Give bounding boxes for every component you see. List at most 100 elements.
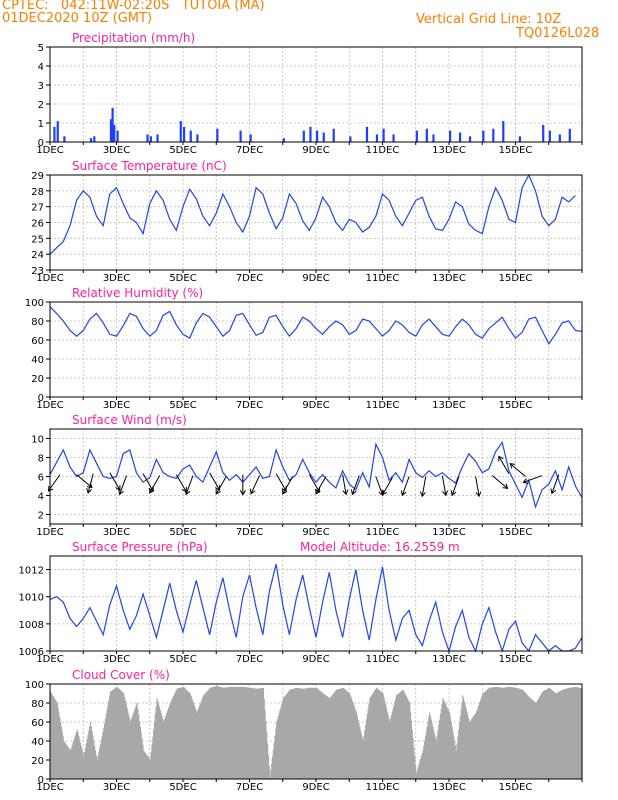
panel-1-ytick-label: 2 [38, 100, 44, 111]
cloud-cover-bar [172, 697, 174, 779]
cloud-cover-bar [208, 688, 210, 779]
cloud-cover-bar [202, 697, 204, 779]
cloud-cover-bar [254, 688, 256, 779]
wind-arrow [87, 473, 94, 494]
cloud-cover-bar [261, 688, 263, 779]
cloud-cover-bar [92, 736, 94, 779]
cloud-cover-bar [422, 750, 424, 779]
cloud-cover-bar [533, 701, 536, 779]
wind-arrow-head [350, 489, 357, 496]
cloud-cover-bar [143, 751, 146, 779]
cloud-cover-bar [536, 701, 538, 779]
cloud-cover-bar [232, 686, 235, 779]
cloud-cover-bar [391, 712, 393, 779]
cloud-cover-bar [168, 707, 170, 779]
cloud-cover-bar [560, 690, 562, 779]
cloud-cover-bar [464, 705, 467, 779]
cloud-cover-bar [425, 731, 427, 779]
cloud-cover-bar [221, 687, 223, 779]
wind-arrow-head [381, 489, 388, 496]
panel-3-ytick-label: 0 [38, 393, 44, 404]
precip-bar [518, 136, 522, 142]
cloud-cover-bar [266, 743, 269, 779]
cloud-cover-bar [200, 701, 202, 779]
cloud-cover-bar [150, 752, 152, 779]
wind-arrow-head [509, 463, 516, 469]
cloud-cover-bar [535, 703, 537, 779]
cloud-cover-bar [358, 723, 360, 779]
cloud-cover-bar [66, 745, 68, 779]
cloud-cover-bar [94, 745, 96, 779]
cloud-cover-bar [459, 716, 462, 779]
cloud-cover-bar [417, 767, 419, 779]
cloud-cover-bar [545, 689, 547, 779]
wind-arrow-head [215, 488, 221, 495]
cloud-cover-bar [293, 688, 295, 779]
cloud-cover-bar [381, 692, 383, 779]
cloud-cover-bar [360, 733, 363, 779]
cloud-cover-bar [360, 730, 362, 779]
panel-4-xtick-label: 1DEC [36, 527, 63, 538]
cloud-cover-bar [579, 688, 581, 779]
cloud-cover-bar [83, 756, 85, 779]
cloud-cover-bar [460, 709, 462, 779]
cloud-cover-bar [565, 688, 567, 779]
cloud-cover-bar [483, 692, 485, 779]
cloud-cover-bar [473, 714, 476, 779]
cloud-cover-bar [473, 716, 475, 779]
cloud-cover-bar [467, 715, 469, 779]
cloud-cover-bar [394, 698, 397, 779]
cloud-cover-bar [408, 701, 410, 779]
wind-arrow [76, 474, 93, 488]
cloud-cover-bar [135, 705, 137, 779]
cloud-cover-bar [511, 687, 513, 779]
cloud-cover-bar [331, 695, 334, 779]
cloud-cover-bar [246, 687, 248, 779]
cloud-cover-bar [118, 689, 121, 779]
cloud-cover-bar [353, 705, 355, 779]
panel-1-xtick-label: 3DEC [103, 145, 130, 156]
precip-bar [468, 136, 472, 142]
cloud-cover-bar [201, 699, 203, 779]
cloud-cover-bar [257, 688, 260, 779]
wind-arrow [475, 476, 480, 497]
cloud-cover-bar [229, 686, 231, 779]
cloud-cover-bar [332, 693, 334, 779]
cloud-cover-bar [71, 745, 73, 779]
panel-5-ytick-label: 1006 [19, 647, 44, 658]
wind-arrow [375, 476, 384, 496]
cloud-cover-bar [89, 726, 91, 779]
panel-2-xtick-label: 15DEC [499, 273, 533, 284]
cloud-cover-bar [369, 698, 371, 779]
precip-bar [365, 126, 369, 142]
cloud-cover-bar [174, 692, 176, 779]
cloud-cover-bar [117, 687, 119, 779]
cloud-cover-bar [515, 687, 517, 779]
cloud-cover-bar [313, 687, 315, 779]
cloud-cover-bar [349, 693, 351, 779]
precip-bar [113, 124, 116, 142]
cloud-cover-bar [182, 687, 184, 779]
cloud-cover-bar [238, 686, 240, 779]
cloud-cover-bar [185, 689, 187, 779]
cloud-cover-bar [275, 728, 277, 779]
cloud-cover-bar [228, 686, 230, 779]
cloud-cover-bar [89, 722, 92, 779]
cloud-cover-bar [268, 765, 270, 779]
cloud-cover-bar [452, 731, 454, 779]
panel-3-xtick-label: 1DEC [36, 400, 63, 411]
cloud-cover-bar [472, 717, 474, 779]
cloud-cover-bar [517, 688, 519, 779]
precip-bar [149, 136, 152, 142]
cloud-cover-bar [346, 691, 348, 779]
cloud-cover-bar [215, 686, 217, 779]
panel-3-xtick-label: 11DEC [366, 400, 400, 411]
cloud-cover-bar [158, 704, 160, 779]
wind-arrow-head [450, 490, 457, 497]
panel-6-ytick-label: 40 [31, 737, 44, 748]
wind-arrow [451, 476, 460, 496]
cloud-cover-bar [278, 713, 280, 779]
cloud-cover-bar [377, 689, 379, 779]
wind-arrow [382, 477, 393, 496]
panel-1-xtick-label: 11DEC [366, 145, 400, 156]
